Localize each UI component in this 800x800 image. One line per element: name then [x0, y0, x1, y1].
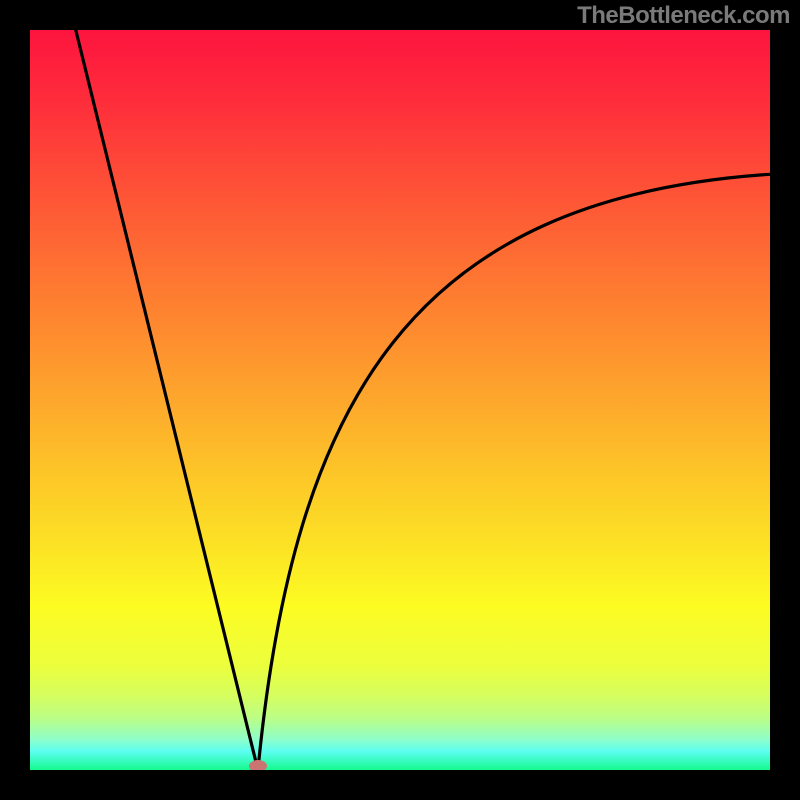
curve-path — [68, 30, 770, 770]
chart-plot-area — [30, 30, 770, 770]
chart-frame: TheBottleneck.com — [0, 0, 800, 800]
bottleneck-curve — [30, 30, 770, 770]
watermark-text: TheBottleneck.com — [577, 2, 790, 30]
minimum-marker — [249, 760, 267, 770]
